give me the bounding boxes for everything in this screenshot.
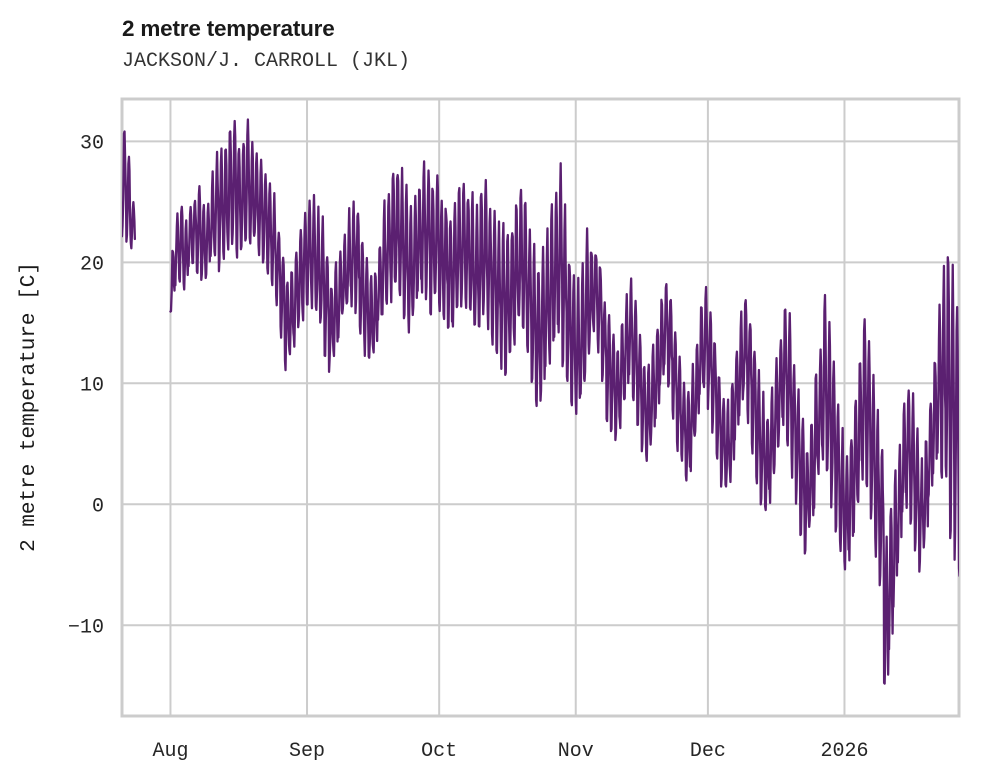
x-tick-label: Aug [152,740,188,763]
grid-lines [122,99,959,716]
y-tick-label: 10 [80,374,104,397]
y-tick-label: 20 [80,253,104,276]
x-tick-label: Dec [690,740,726,763]
y-axis-ticks: 30 20 10 0 −10 [68,132,104,639]
x-tick-label: 2026 [820,740,868,763]
y-tick-label: 30 [80,132,104,155]
series-line [122,130,137,250]
page-title: 2 metre temperature [122,16,335,41]
series-line [169,118,959,685]
y-tick-label: 0 [92,495,104,518]
x-tick-label: Sep [289,740,325,763]
station-subtitle: JACKSON/J. CARROLL (JKL) [122,50,411,73]
temperature-series [122,118,959,685]
y-tick-label: −10 [68,616,104,639]
x-axis-ticks: Aug Sep Oct Nov Dec 2026 [152,740,868,763]
y-axis-title: 2 metre temperature [C] [18,262,41,552]
x-tick-label: Nov [558,740,594,763]
x-tick-label: Oct [421,740,457,763]
